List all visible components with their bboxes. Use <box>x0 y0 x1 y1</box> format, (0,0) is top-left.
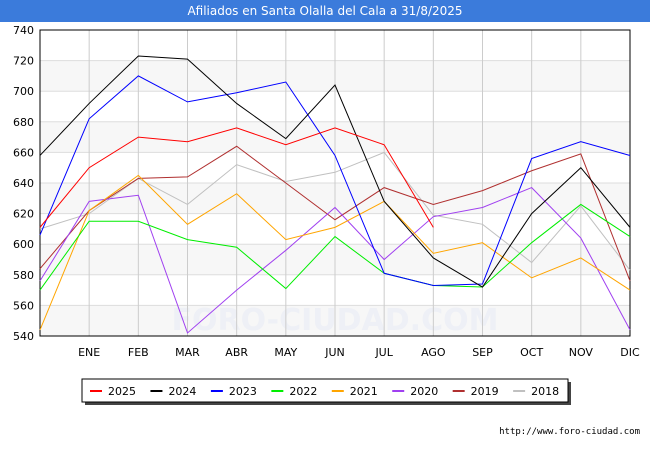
series-line-2021 <box>39 174 631 331</box>
x-tick-label: NOV <box>569 346 594 359</box>
y-tick-label: 660 <box>13 146 34 159</box>
x-tick-label: JUL <box>374 346 393 359</box>
plot-frame <box>39 29 631 337</box>
y-tick-label: 540 <box>13 330 34 343</box>
y-tick-label: 740 <box>13 24 34 37</box>
legend-label-2018: 2018 <box>531 385 559 398</box>
legend-label-2023: 2023 <box>229 385 257 398</box>
y-tick-label: 580 <box>13 269 34 282</box>
footer-url[interactable]: http://www.foro-ciudad.com <box>499 427 640 437</box>
series-line-2020 <box>39 187 631 334</box>
legend-label-2019: 2019 <box>471 385 499 398</box>
series-line-2019 <box>39 145 631 282</box>
legend-label-2020: 2020 <box>410 385 438 398</box>
x-tick-label: MAR <box>175 346 200 359</box>
legend-label-2021: 2021 <box>350 385 378 398</box>
series-line-2022 <box>39 203 631 291</box>
x-tick-label: ENE <box>78 346 100 359</box>
y-tick-label: 720 <box>13 55 34 68</box>
legend-label-2025: 2025 <box>108 385 136 398</box>
x-tick-label: FEB <box>128 346 149 359</box>
legend <box>81 378 569 403</box>
y-tick-label: 560 <box>13 299 34 312</box>
x-tick-label: MAY <box>274 346 297 359</box>
y-tick-label: 640 <box>13 177 34 190</box>
y-tick-label: 620 <box>13 208 34 221</box>
x-tick-label: SEP <box>472 346 493 359</box>
x-tick-label: DIC <box>620 346 640 359</box>
x-tick-label: JUN <box>324 346 345 359</box>
y-tick-label: 700 <box>13 85 34 98</box>
chart-title: Afiliados en Santa Olalla del Cala a 31/… <box>0 0 650 22</box>
legend-label-2024: 2024 <box>168 385 196 398</box>
y-tick-label: 680 <box>13 116 34 129</box>
x-tick-label: OCT <box>520 346 543 359</box>
series-line-2024 <box>39 55 631 288</box>
legend-label-2022: 2022 <box>289 385 317 398</box>
y-tick-label: 600 <box>13 238 34 251</box>
series-line-2025 <box>39 127 434 228</box>
series-line-2023 <box>39 75 631 287</box>
x-tick-label: ABR <box>225 346 248 359</box>
x-tick-label: AGO <box>421 346 446 359</box>
